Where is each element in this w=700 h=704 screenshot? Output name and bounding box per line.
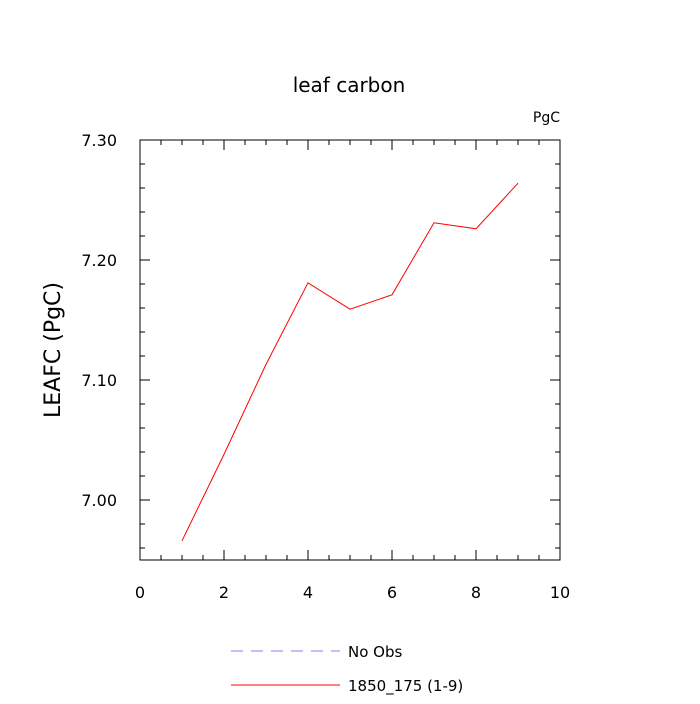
y-tick-label: 7.00 bbox=[81, 491, 117, 510]
y-axis-label: LEAFC (PgC) bbox=[41, 282, 66, 418]
x-tick-label: 2 bbox=[219, 583, 229, 602]
x-tick-label: 6 bbox=[387, 583, 397, 602]
x-tick-label: 8 bbox=[471, 583, 481, 602]
y-tick-label: 7.20 bbox=[81, 251, 117, 270]
axis-tick-labels: 0 2 4 6 8 10 7.00 7.10 7.20 7.30 bbox=[81, 131, 570, 602]
legend-label: 1850_175 (1-9) bbox=[348, 677, 463, 696]
units-label: PgC bbox=[533, 110, 560, 126]
chart-title: leaf carbon bbox=[293, 73, 406, 97]
y-tick-label: 7.30 bbox=[81, 131, 117, 150]
y-tick-label: 7.10 bbox=[81, 371, 117, 390]
x-tick-label: 10 bbox=[550, 583, 570, 602]
legend-label: No Obs bbox=[348, 643, 402, 661]
series-line bbox=[182, 183, 518, 541]
x-tick-label: 4 bbox=[303, 583, 313, 602]
series-lines bbox=[182, 183, 518, 541]
legend: No Obs 1850_175 (1-9) bbox=[231, 643, 463, 696]
x-tick-label: 0 bbox=[135, 583, 145, 602]
